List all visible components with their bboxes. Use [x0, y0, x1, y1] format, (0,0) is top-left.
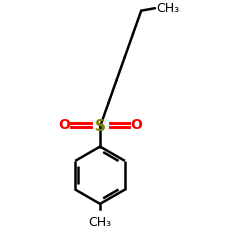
Text: O: O	[130, 118, 142, 132]
Text: CH₃: CH₃	[156, 2, 179, 15]
Text: O: O	[58, 118, 70, 132]
Text: CH₃: CH₃	[88, 216, 112, 228]
Text: S: S	[94, 119, 106, 134]
